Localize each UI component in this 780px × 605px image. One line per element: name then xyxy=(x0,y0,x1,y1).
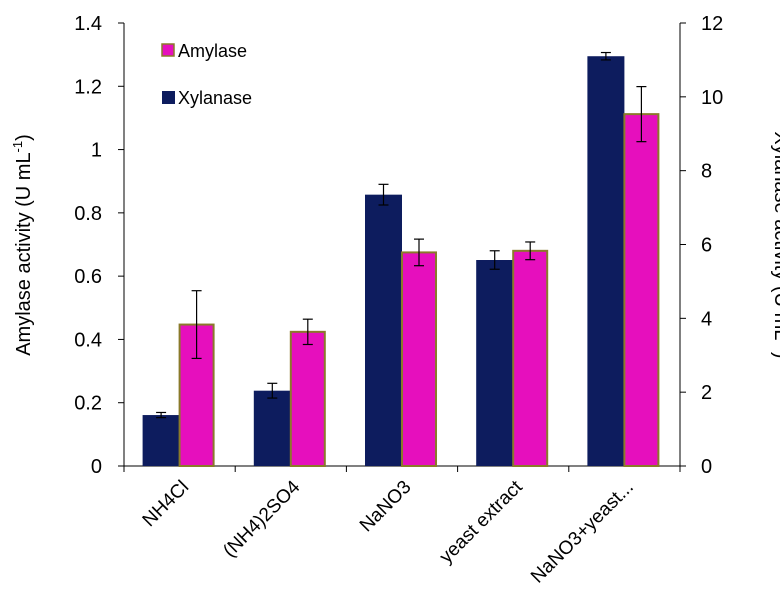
y-tick-left-label: 1.4 xyxy=(74,13,102,35)
bar-amylase xyxy=(623,113,660,467)
y-axis-title-left-sup: -1 xyxy=(10,141,25,153)
y-tick-left-label: 1.2 xyxy=(74,76,102,98)
y-tick-right-label: 2 xyxy=(701,382,712,404)
bar-xylanase xyxy=(253,390,291,466)
y-tick-left-label: 0.6 xyxy=(74,266,102,288)
y-tick-right-label: 12 xyxy=(701,13,723,35)
bar-xylanase xyxy=(365,194,402,466)
tick-labels-group: 0 0.2 0.4 0.6 0.8 1 1.2 1.4 0 2 4 6 8 10 12 xyxy=(74,13,723,478)
category-label: yeast extract xyxy=(436,476,528,568)
bar-amylase xyxy=(512,249,549,467)
bar-amylase xyxy=(289,330,326,467)
y-tick-right-label: 8 xyxy=(701,161,712,183)
legend-swatch-amylase xyxy=(161,43,175,57)
y-tick-right-label: 0 xyxy=(701,456,712,478)
category-label: (NH4)2SO4 xyxy=(219,476,304,561)
y-tick-left-label: 0 xyxy=(91,456,102,478)
y-axis-title-left-end: ) xyxy=(13,134,35,141)
category-label: NaNO3+yeast... xyxy=(527,477,638,588)
y-axis-title-right: Xylanase activity (U mL-1) xyxy=(770,131,780,358)
y-tick-left-label: 1 xyxy=(91,140,102,162)
y-tick-left-label: 0.4 xyxy=(74,329,102,351)
error-bars-group xyxy=(156,51,647,419)
legend-swatch-xylanase xyxy=(162,91,175,104)
bar-xylanase xyxy=(476,260,514,466)
bar-xylanase xyxy=(142,415,180,466)
category-label: NH4Cl xyxy=(139,477,193,531)
y-tick-left-label: 0.8 xyxy=(74,203,102,225)
bars-group xyxy=(142,56,660,467)
bar-amylase xyxy=(401,251,437,467)
category-label: NaNO3 xyxy=(356,477,416,537)
y-tick-left-label: 0.2 xyxy=(74,393,102,415)
legend-label-amylase: Amylase xyxy=(178,41,247,61)
bar-xylanase xyxy=(587,56,625,466)
legend: Amylase Xylanase xyxy=(161,41,252,108)
category-labels-group: NH4Cl (NH4)2SO4 NaNO3 yeast extract NaNO3+ye… xyxy=(139,476,638,587)
y-tick-right-label: 6 xyxy=(701,235,712,257)
y-axis-title-left-text: Amylase activity (U mL xyxy=(13,152,35,355)
y-axis-title-right-end: ) xyxy=(770,352,780,359)
legend-label-xylanase: Xylanase xyxy=(178,88,252,108)
y-axis-title-right-text: Xylanase activity (U mL xyxy=(770,131,780,340)
y-tick-right-label: 4 xyxy=(701,308,712,330)
y-axis-title-left: Amylase activity (U mL-1) xyxy=(10,134,35,356)
y-tick-right-label: 10 xyxy=(701,87,723,109)
